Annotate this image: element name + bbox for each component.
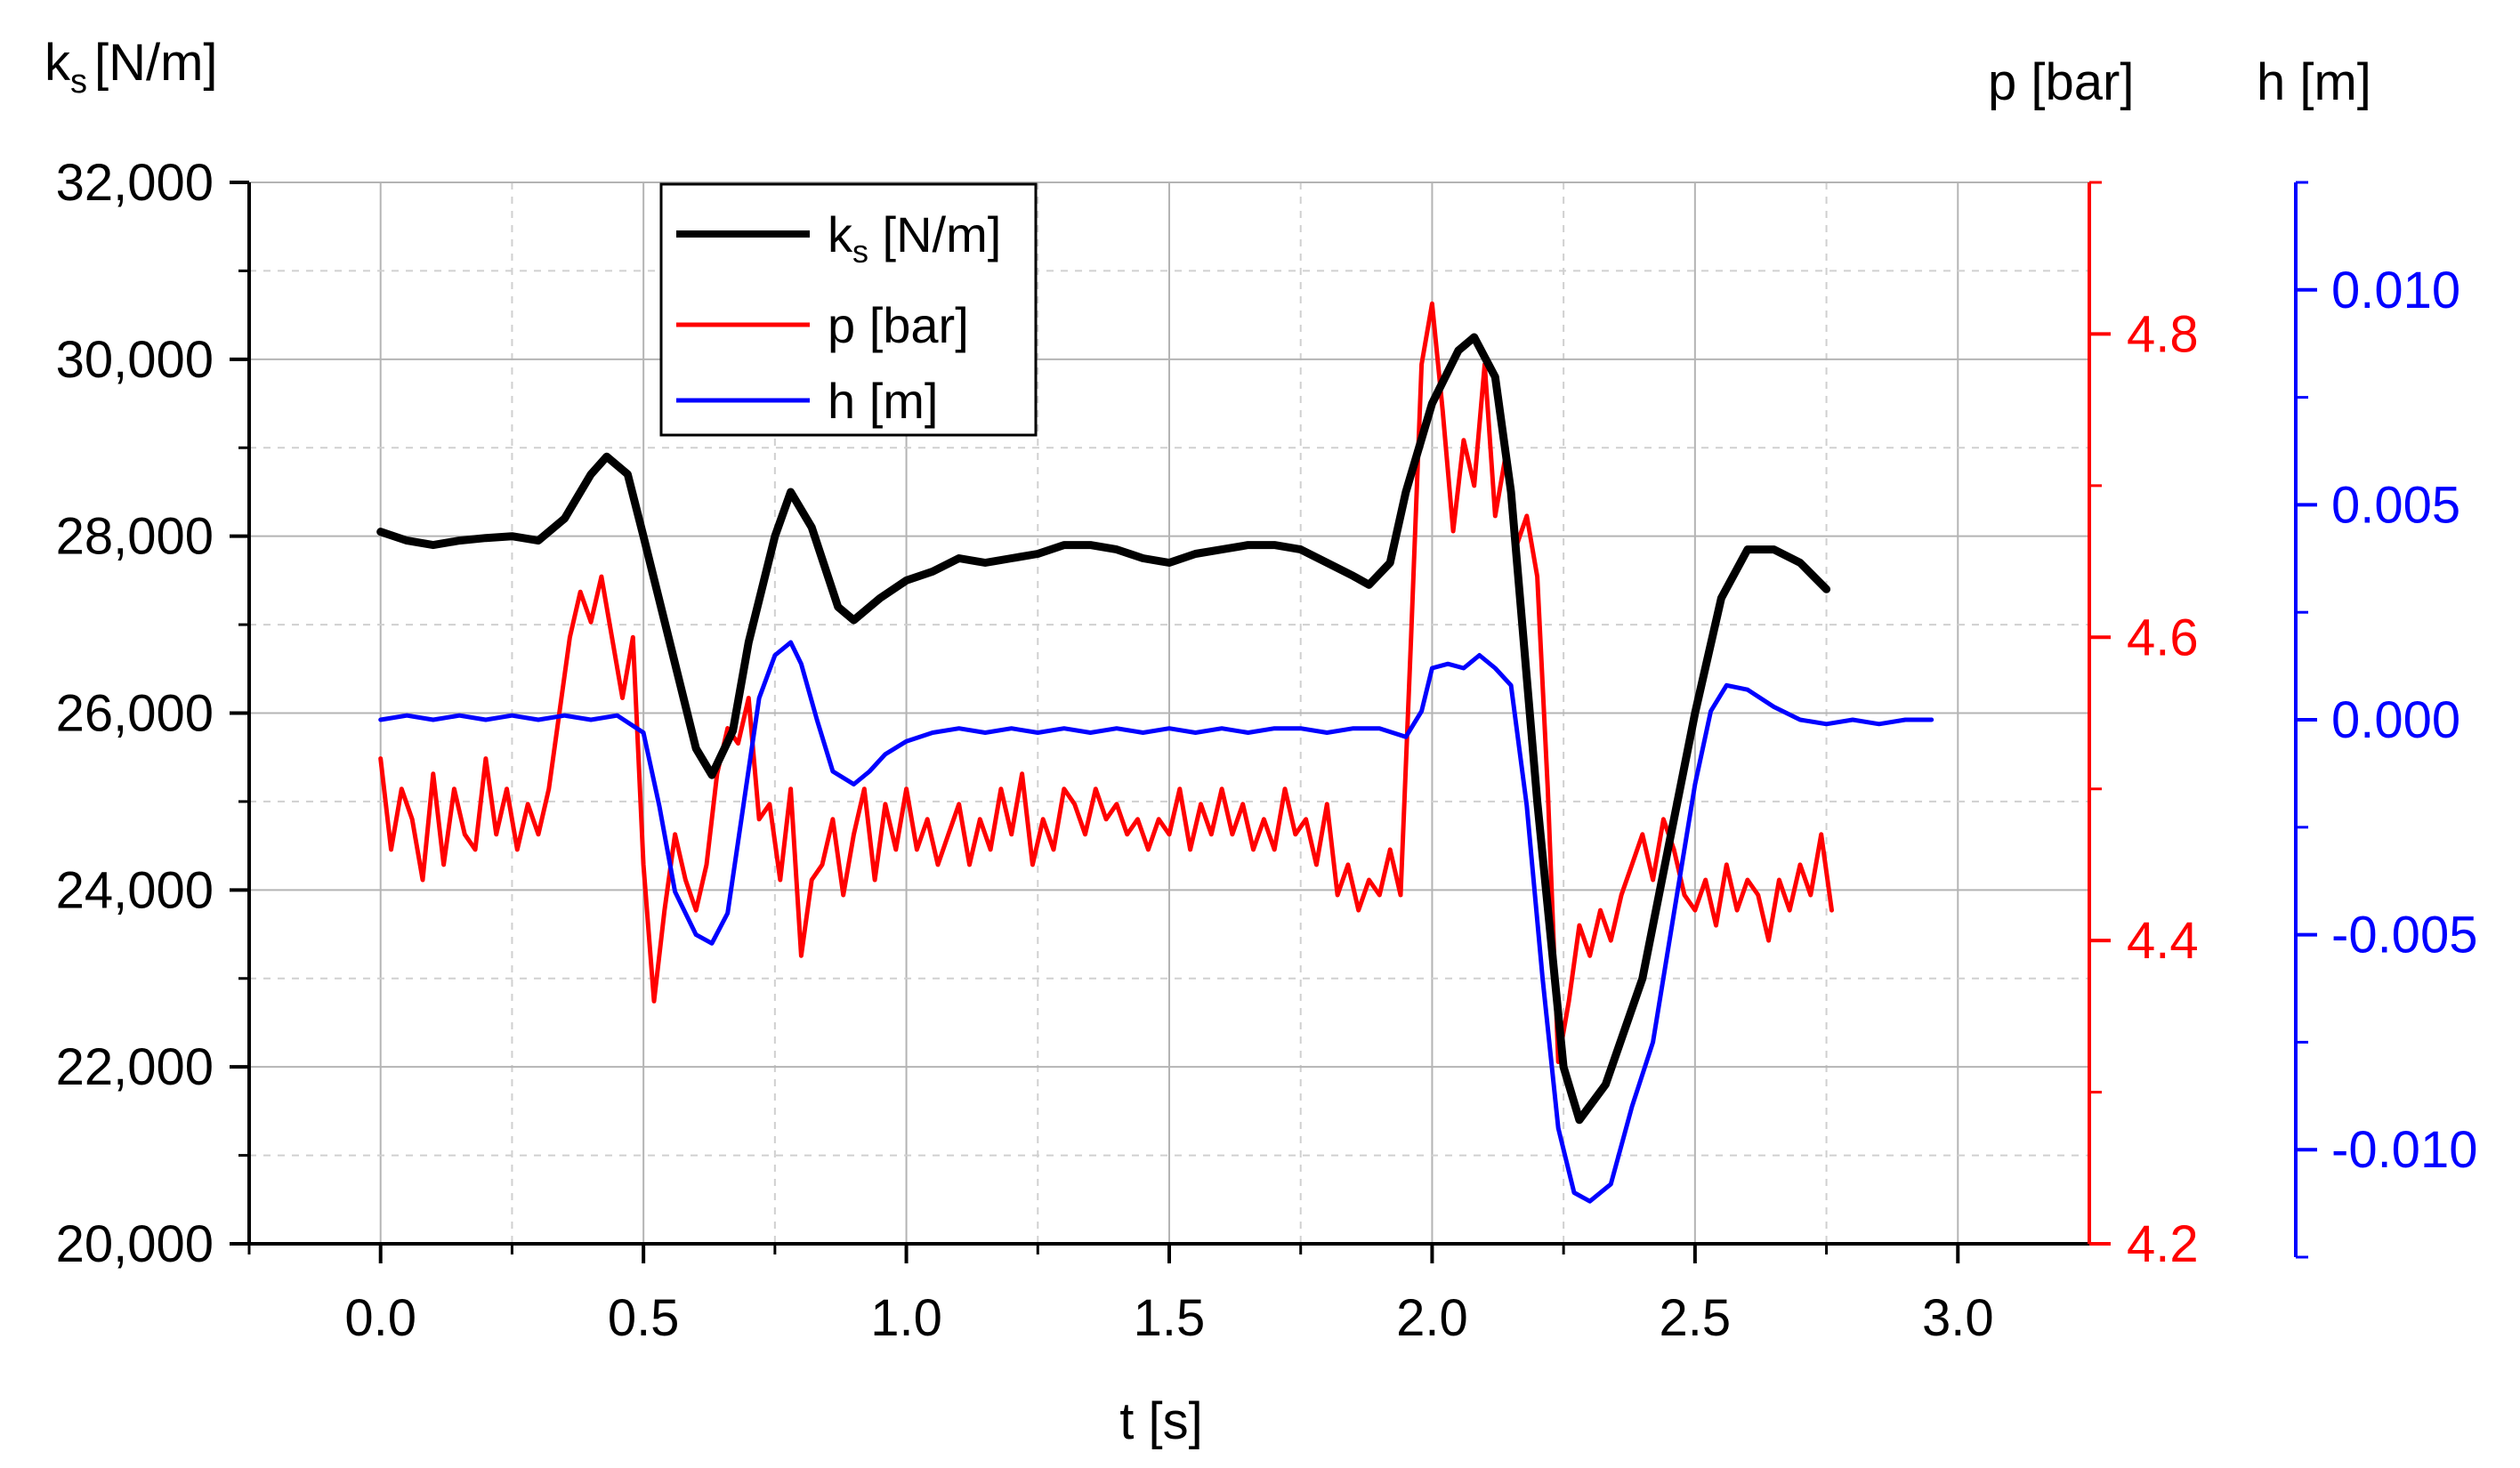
left-axis-title-sub: s [70, 63, 87, 101]
legend-label-h: h [m] [828, 373, 938, 429]
p-axis-tick-label: 4.6 [2127, 609, 2199, 666]
legend: ks [N/m] p [bar] h [m] [659, 182, 1038, 437]
legend-label-p: p [bar] [828, 297, 969, 353]
h-axis-tick-label: 0.000 [2331, 691, 2460, 749]
left-axis-tick-label: 30,000 [56, 331, 214, 389]
right-h-axis-title: h [m] [2257, 53, 2371, 111]
p-axis-tick-label: 4.8 [2127, 305, 2199, 363]
left-axis-title: ks [N/m] [44, 34, 218, 101]
x-axis-tick-label: 1.0 [870, 1289, 942, 1347]
x-axis-title: t [s] [1119, 1392, 1202, 1450]
x-axis-tick-label: 0.0 [344, 1289, 416, 1347]
left-axis-tick-label: 28,000 [56, 508, 214, 566]
x-axis-tick-label: 2.0 [1396, 1289, 1468, 1347]
left-axis-tick-label: 24,000 [56, 861, 214, 919]
x-axis-tick-label: 3.0 [1922, 1289, 1994, 1347]
x-axis-tick-label: 2.5 [1660, 1289, 1732, 1347]
h-axis-tick-label: -0.005 [2331, 907, 2477, 964]
p-axis-tick-label: 4.2 [2127, 1215, 2199, 1273]
legend-label-ks: ks [N/m] [828, 206, 1001, 270]
left-axis-title-unit: [N/m] [94, 34, 218, 92]
legend-label-ks-sub: s [852, 233, 868, 270]
legend-label-ks-suffix: [N/m] [868, 206, 1001, 262]
right-p-axis-title: p [bar] [1988, 53, 2134, 111]
left-axis-tick-label: 32,000 [56, 154, 214, 212]
x-axis-tick-label: 0.5 [608, 1289, 680, 1347]
h-axis-tick-label: 0.005 [2331, 476, 2460, 534]
left-axis-title-main: k [44, 34, 71, 92]
left-axis-tick-label: 26,000 [56, 685, 214, 743]
axes: 20,000 22,000 24,000 26,000 28,000 30,000 32,0… [56, 154, 2478, 1347]
series-line-ks [376, 333, 1831, 1125]
x-axis-tick-label: 1.5 [1134, 1289, 1206, 1347]
h-axis-tick-label: -0.010 [2331, 1121, 2477, 1179]
p-axis-tick-label: 4.4 [2127, 912, 2199, 970]
left-axis-tick-label: 20,000 [56, 1215, 214, 1273]
series-line-h [378, 640, 1934, 1204]
series-layer [376, 301, 1934, 1204]
h-axis-tick-label: 0.010 [2331, 262, 2460, 319]
legend-box [659, 182, 1038, 437]
series-line-p [378, 301, 1834, 1064]
legend-label-ks-main: k [828, 206, 853, 262]
left-axis-tick-label: 22,000 [56, 1038, 214, 1096]
